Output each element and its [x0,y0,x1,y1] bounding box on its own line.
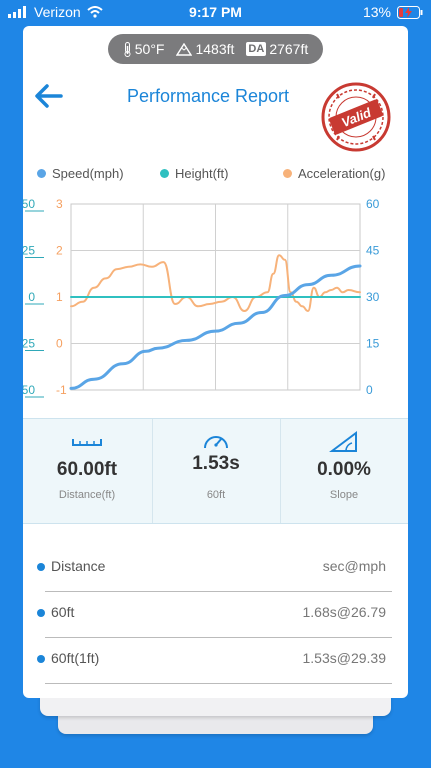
carrier-name: Verizon [34,4,81,20]
result-row-60ft: 60ft 1.68s@26.79 [23,592,408,638]
speed-axis-tick-label: 0 [366,383,373,397]
legend-item-height: Height(ft) [160,166,228,181]
legend-swatch-acceleration [283,169,292,178]
stat-distance: 60.00ft Distance(ft) [23,419,151,523]
height-axis-tick-label: -25 [23,337,35,351]
conditions-pill: 50°F 1483ft DA 2767ft [108,34,323,64]
battery-status: 13% [363,4,423,20]
battery-charging-icon [397,5,423,19]
battery-percent: 13% [362,4,391,20]
ruler-icon [72,439,102,446]
divider [45,683,392,684]
legend-swatch-speed [37,169,46,178]
speed-axis-tick-label: 60 [366,197,380,211]
distance-value: 60.00ft [56,459,118,480]
stats-panel: 60.00ft Distance(ft) 1.53s 60ft 0.00% Sl… [23,418,408,524]
performance-chart: 50 25 0 -25 -50 3 2 1 0 -1 60 45 30 15 0 [23,197,380,398]
height-axis-tick-label: 0 [28,290,35,304]
chart-legend: Speed(mph) Height(ft) Acceleration(g) [35,166,405,186]
report-card: 50°F 1483ft DA 2767ft Performance Report… [23,26,408,698]
signal-icon [8,6,26,18]
carrier-status: Verizon [8,4,103,20]
back-arrow-icon[interactable] [33,82,65,110]
acceleration-axis-tick-label: 3 [56,197,63,211]
height-axis-tick-label: 25 [23,244,35,258]
divider [45,637,392,638]
height-axis-tick-label: -50 [23,383,35,397]
slope-icon [329,431,357,452]
divider [152,419,153,523]
60ft-time-value: 1.53s [192,453,240,474]
height-axis-tick-label: 50 [23,197,35,211]
speed-axis-tick-label: 45 [366,244,380,258]
clock: 9:17 PM [189,4,242,20]
result-label: 60ft(1ft) [51,650,100,666]
page-title: Performance Report [126,86,290,106]
speed-axis-tick-label: 15 [366,337,380,351]
status-bar: Verizon 9:17 PM 13% [0,0,431,24]
density-altitude-badge: DA [246,42,267,56]
legend-item-acceleration: Acceleration(g) [283,166,385,181]
bullet [37,609,45,617]
stat-60ft: 1.53s 60ft [152,419,280,523]
card-stack-shadow-back [58,712,373,734]
density-altitude-value: 2767ft [269,41,309,57]
legend-label-speed: Speed(mph) [52,166,124,181]
slope-value: 0.00% [317,459,371,480]
acceleration-axis-tick-label: 0 [56,337,63,351]
wifi-icon [87,6,103,18]
legend-label-acceleration: Acceleration(g) [298,166,386,181]
acceleration-axis-tick-label: -1 [56,383,67,397]
acceleration-axis-tick-label: 2 [56,244,63,258]
altitude-reading: 1483ft [176,41,234,57]
slope-label: Slope [329,489,359,501]
60ft-time-label: 60ft [206,489,226,501]
result-row-60ft-1ft: 60ft(1ft) 1.53s@29.39 [23,638,408,684]
results-header-label: Distance [51,558,106,574]
density-altitude-reading: DA 2767ft [246,41,308,57]
thermometer-icon [124,41,131,57]
altitude-value: 1483ft [195,41,235,57]
bullet [37,563,45,571]
result-value: 1.53s@29.39 [302,650,387,666]
speed-series-line [69,264,362,390]
result-value: 1.68s@26.79 [302,604,387,620]
mountain-icon [176,42,193,56]
distance-label: Distance(ft) [58,489,116,501]
legend-swatch-height [160,169,169,178]
valid-stamp: Valid [321,82,391,152]
legend-item-speed: Speed(mph) [37,166,124,181]
legend-label-height: Height(ft) [175,166,229,181]
divider [45,591,392,592]
results-header-row: Distance sec@mph [23,546,408,592]
acceleration-axis-tick-label: 1 [56,290,63,304]
speedometer-icon [204,436,228,449]
speed-axis-tick-label: 30 [366,290,380,304]
results-header-value: sec@mph [322,558,386,574]
bullet [37,655,45,663]
result-label: 60ft [51,604,75,620]
divider [280,419,281,523]
stat-slope: 0.00% Slope [280,419,408,523]
temperature-reading: 50°F [123,41,165,57]
temperature-value: 50°F [134,41,165,57]
